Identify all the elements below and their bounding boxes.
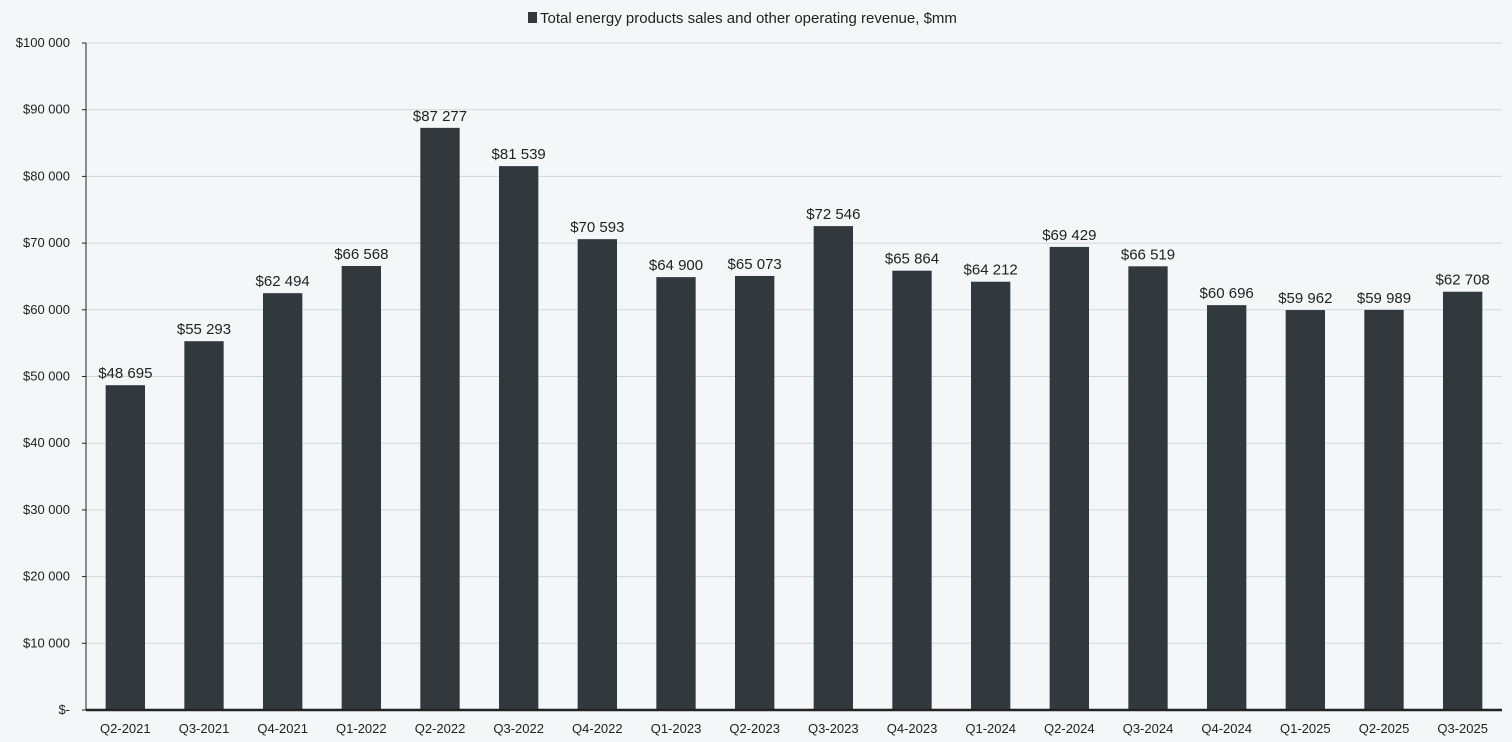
bar bbox=[1285, 310, 1325, 710]
y-tick-label: $20 000 bbox=[23, 569, 70, 584]
x-axis: Q2-2021 Q3-2021 Q4-2021 Q1-2022 Q2-2022 Q3-20… bbox=[86, 708, 1502, 736]
legend-label: Total energy products sales and other op… bbox=[540, 10, 957, 27]
bar bbox=[735, 275, 775, 710]
bar bbox=[971, 281, 1011, 710]
bar bbox=[1364, 309, 1404, 710]
x-tick-label: Q2-2022 bbox=[415, 721, 466, 736]
x-tick-label: Q4-2024 bbox=[1201, 721, 1252, 736]
bar bbox=[1443, 291, 1483, 710]
y-tick-label: $80 000 bbox=[23, 168, 70, 183]
bar bbox=[656, 277, 696, 710]
data-label: $64 212 bbox=[964, 262, 1018, 279]
y-tick-label: $10 000 bbox=[23, 635, 70, 650]
y-tick-label: $90 000 bbox=[23, 102, 70, 117]
data-label: $72 546 bbox=[806, 206, 860, 223]
data-label: $59 962 bbox=[1278, 290, 1332, 307]
data-label: $48 695 bbox=[98, 365, 152, 382]
x-tick-label: Q3-2024 bbox=[1123, 721, 1174, 736]
x-tick-label: Q4-2021 bbox=[257, 721, 308, 736]
x-tick-label: Q2-2023 bbox=[729, 721, 780, 736]
bar bbox=[263, 293, 303, 710]
data-label: $60 696 bbox=[1200, 285, 1254, 302]
bar bbox=[813, 226, 853, 711]
y-tick-label: $70 000 bbox=[23, 235, 70, 250]
x-tick-label: Q3-2022 bbox=[493, 721, 544, 736]
x-tick-label: Q3-2025 bbox=[1437, 721, 1488, 736]
data-label: $62 708 bbox=[1436, 272, 1490, 289]
y-tick-label: $60 000 bbox=[23, 302, 70, 317]
data-label: $70 593 bbox=[570, 219, 624, 236]
y-tick-label: $30 000 bbox=[23, 502, 70, 517]
y-tick-label: $100 000 bbox=[16, 35, 70, 50]
x-tick-label: Q3-2021 bbox=[179, 721, 230, 736]
data-label: $66 568 bbox=[334, 246, 388, 263]
data-label: $64 900 bbox=[649, 257, 703, 274]
bar bbox=[577, 239, 617, 710]
bar bbox=[184, 341, 224, 710]
x-tick-label: Q1-2023 bbox=[651, 721, 702, 736]
data-label: $65 073 bbox=[728, 256, 782, 273]
legend: Total energy products sales and other op… bbox=[528, 10, 957, 27]
data-label: $59 989 bbox=[1357, 290, 1411, 307]
x-tick-label: Q1-2022 bbox=[336, 721, 387, 736]
x-tick-label: Q3-2023 bbox=[808, 721, 859, 736]
bar bbox=[341, 265, 381, 710]
bar bbox=[1049, 246, 1089, 710]
data-label: $69 429 bbox=[1042, 227, 1096, 244]
y-tick-label: $50 000 bbox=[23, 369, 70, 384]
x-tick-label: Q2-2024 bbox=[1044, 721, 1095, 736]
gridlines bbox=[86, 42, 1502, 644]
data-label: $55 293 bbox=[177, 321, 231, 338]
data-label: $66 519 bbox=[1121, 246, 1175, 263]
bar bbox=[1128, 266, 1168, 710]
bar bbox=[105, 385, 145, 710]
data-label: $65 864 bbox=[885, 251, 939, 268]
x-tick-label: Q1-2024 bbox=[965, 721, 1016, 736]
data-label: $81 539 bbox=[492, 146, 546, 163]
y-tick-label: $40 000 bbox=[23, 435, 70, 450]
x-tick-label: Q4-2023 bbox=[887, 721, 938, 736]
data-label: $62 494 bbox=[256, 273, 310, 290]
x-tick-label: Q2-2025 bbox=[1359, 721, 1410, 736]
bar bbox=[420, 127, 460, 710]
data-label: $87 277 bbox=[413, 108, 467, 125]
bars: $48 695 $55 293 $62 494 $66 568 $87 277 $81 5… bbox=[98, 108, 1490, 711]
bar bbox=[499, 166, 539, 710]
bar bbox=[892, 270, 932, 710]
y-tick-label: $- bbox=[58, 702, 70, 717]
x-tick-label: Q4-2022 bbox=[572, 721, 623, 736]
x-tick-label: Q1-2025 bbox=[1280, 721, 1331, 736]
legend-swatch bbox=[528, 12, 537, 23]
x-tick-label: Q2-2021 bbox=[100, 721, 151, 736]
bar bbox=[1207, 305, 1247, 710]
y-axis: $- $10 000 $20 000 $30 000 $40 000 $50 000 $60… bbox=[16, 35, 87, 717]
